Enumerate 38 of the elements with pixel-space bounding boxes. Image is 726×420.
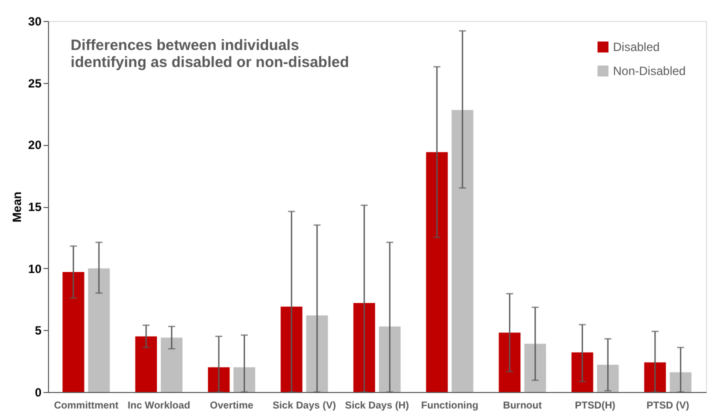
x-tick-label: PTSD(H) <box>574 400 616 412</box>
bar <box>452 110 474 392</box>
y-tick-label: 15 <box>28 200 42 214</box>
y-tick-label: 10 <box>28 262 42 276</box>
bar <box>571 352 594 392</box>
bar <box>524 344 546 392</box>
bar <box>62 272 84 392</box>
text: Differences between individuals identifying as disabled or non-disabled <box>70 37 350 71</box>
bar <box>378 326 401 392</box>
bar <box>208 367 230 392</box>
y-tick-label: 20 <box>28 138 42 152</box>
bar <box>88 268 110 392</box>
bar <box>135 336 157 392</box>
x-tick-label: Sick Days (H) <box>345 400 409 412</box>
bar <box>280 306 302 392</box>
x-tick-label: Overtime <box>210 400 254 412</box>
bar <box>426 152 448 392</box>
y-axis-title: Mean <box>10 192 24 222</box>
bar <box>644 362 666 392</box>
x-tick-label: Burnout <box>502 400 543 412</box>
bar <box>597 364 619 392</box>
x-tick-label: Inc Workload <box>128 400 190 412</box>
x-tick-label: Committment <box>54 400 120 412</box>
y-tick-label: 25 <box>28 76 42 90</box>
y-tick-label: 0 <box>34 386 42 400</box>
bar <box>353 302 376 392</box>
bar <box>498 332 520 392</box>
y-tick-label: 5 <box>34 324 42 338</box>
y-tick-label: 30 <box>28 14 42 28</box>
x-tick-label: Functioning <box>421 400 478 412</box>
bar <box>234 367 256 392</box>
bar <box>160 338 183 392</box>
legend-label: Non-Disabled <box>613 64 686 78</box>
x-tick-label: PTSD (V) <box>646 400 690 412</box>
x-tick-label: Sick Days (V) <box>272 400 336 412</box>
bar <box>670 372 692 392</box>
legend-label: Disabled <box>613 40 660 54</box>
bar <box>306 315 328 392</box>
